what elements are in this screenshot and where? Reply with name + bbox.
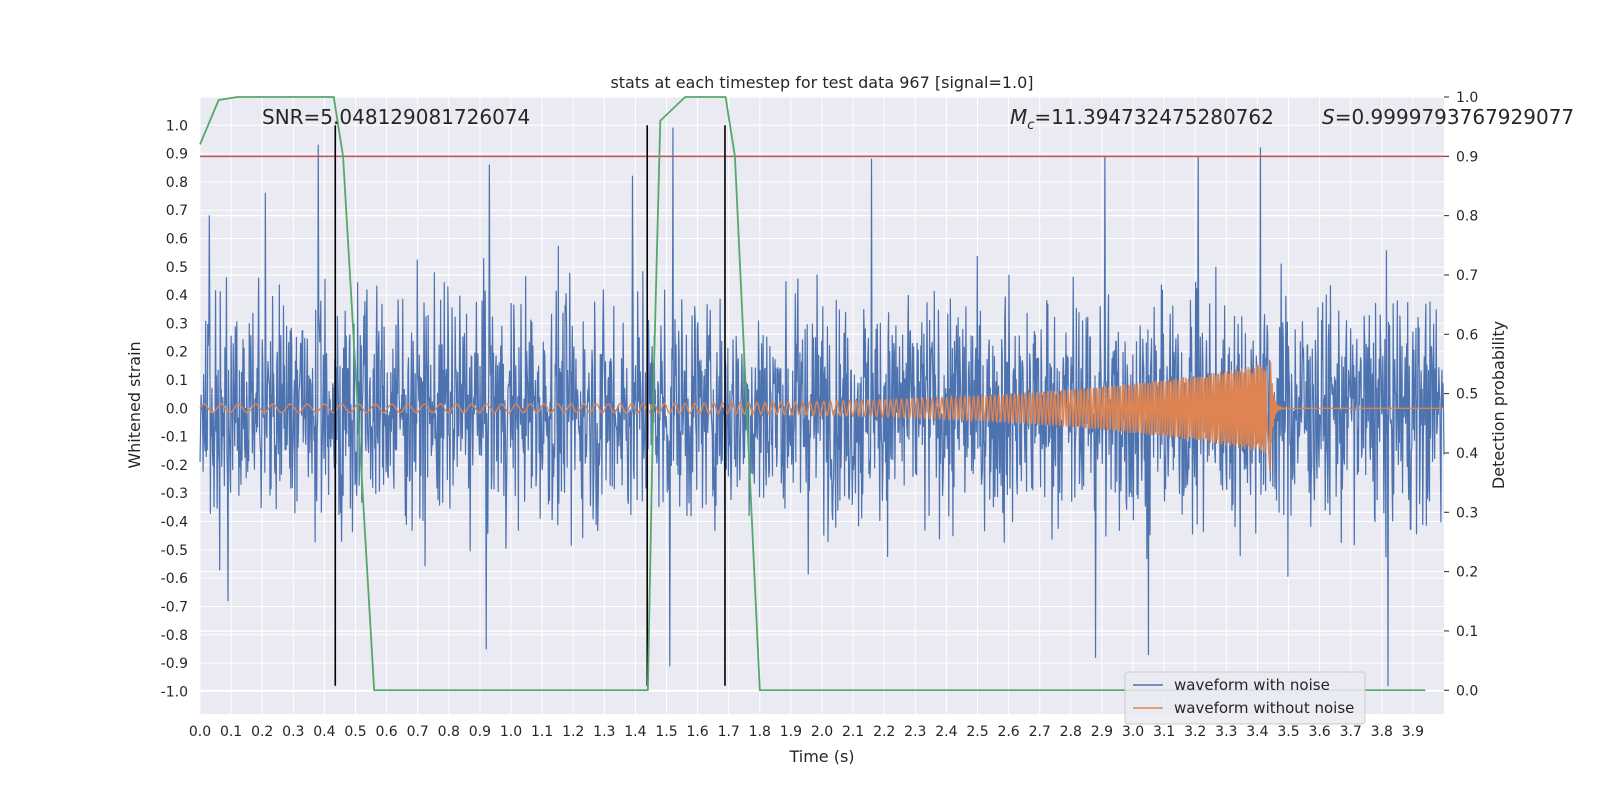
x-tick-label: 3.2 (1184, 724, 1206, 740)
y2-axis-label: Detection probability (1489, 321, 1508, 489)
x-tick-label: 0.1 (220, 724, 242, 740)
score-symbol: S (1322, 105, 1335, 129)
x-tick-label: 3.8 (1371, 724, 1393, 740)
legend: waveform with noise waveform without noi… (1124, 671, 1366, 725)
x-tick-label: 1.8 (749, 724, 771, 740)
x-tick-label: 1.0 (500, 724, 522, 740)
y2-tick-label: 0.6 (1456, 327, 1478, 343)
x-tick-label: 2.7 (1029, 724, 1051, 740)
x-tick-label: 2.5 (966, 724, 988, 740)
x-tick-label: 3.7 (1340, 724, 1362, 740)
y2-tick-label: 0.2 (1456, 565, 1478, 581)
legend-label-noise: waveform with noise (1174, 676, 1330, 694)
x-tick-label: 2.8 (1060, 724, 1082, 740)
legend-box (1124, 671, 1366, 725)
x-tick-label: 0.8 (438, 724, 460, 740)
x-axis-label: Time (s) (788, 747, 854, 766)
series-waveform-without-noise (199, 362, 1444, 471)
y-tick-label: -0.7 (161, 599, 188, 615)
y2-tick-label: 0.9 (1456, 149, 1478, 165)
y2-tick-label: 1.0 (1456, 90, 1478, 106)
y-tick-label: -0.3 (161, 486, 188, 502)
y2-tick-label: 0.4 (1456, 446, 1478, 462)
x-tick-label: 3.1 (1153, 724, 1175, 740)
y-tick-label: 1.0 (166, 118, 188, 134)
x-tick-label: 2.1 (842, 724, 864, 740)
y-tick-label: 0.0 (166, 401, 188, 417)
x-tick-label: 2.0 (811, 724, 833, 740)
y-tick-label: -0.2 (161, 458, 188, 474)
y-tick-label: -0.8 (161, 628, 188, 644)
data-layer (199, 96, 1445, 692)
chirp-mass-subscript: c (1027, 118, 1034, 133)
x-tick-label: 0.4 (313, 724, 335, 740)
x-tick-label: 1.2 (562, 724, 584, 740)
x-tick-label: 3.5 (1277, 724, 1299, 740)
x-tick-label: 0.5 (344, 724, 366, 740)
y-tick-label: 0.6 (166, 232, 188, 248)
y-tick-label: 0.1 (166, 373, 188, 389)
x-tick-label: 0.3 (282, 724, 304, 740)
snr-annotation: SNR=5.048129081726074 (262, 105, 530, 129)
x-tick-label: 0.6 (375, 724, 397, 740)
x-tick-label: 1.7 (718, 724, 740, 740)
x-tick-label: 3.4 (1246, 724, 1268, 740)
chirp-mass-symbol: M (1010, 105, 1027, 129)
y2-tick-label: 0.5 (1456, 387, 1478, 403)
y-tick-label: 0.8 (166, 175, 188, 191)
y2-tick-label: 0.3 (1456, 505, 1478, 521)
y-tick-label: 0.7 (166, 203, 188, 219)
y2-tick-label: 0.1 (1456, 624, 1478, 640)
chirp-mass-value: =11.394732475280762 (1034, 105, 1273, 129)
y-tick-label: -0.1 (161, 430, 188, 446)
y-tick-label: -0.6 (161, 571, 188, 587)
x-tick-label: 1.3 (593, 724, 615, 740)
y2-tick-label: 0.0 (1456, 683, 1478, 699)
y-tick-label: 0.3 (166, 316, 188, 332)
x-tick-label: 0.0 (189, 724, 211, 740)
x-tick-label: 3.0 (1122, 724, 1144, 740)
x-tick-label: 1.5 (655, 724, 677, 740)
x-tick-label: 1.4 (624, 724, 646, 740)
chirp-mass-annotation: Mc=11.394732475280762 (1010, 105, 1274, 133)
chart-title: stats at each timestep for test data 967… (610, 73, 1033, 92)
x-tick-label: 0.9 (469, 724, 491, 740)
x-tick-label: 3.6 (1308, 724, 1330, 740)
x-tick-label: 1.6 (686, 724, 708, 740)
y-tick-label: -0.9 (161, 656, 188, 672)
x-tick-label: 3.9 (1402, 724, 1424, 740)
axes: 0.0 0.1 0.2 0.3 0.4 0.5 0.6 0.7 0.8 0.9 1.0 1.1 1.2 1… (161, 90, 1479, 740)
y-axis-label: Whitened strain (125, 341, 144, 468)
x-tick-label: 0.2 (251, 724, 273, 740)
y2-tick-label: 0.7 (1456, 268, 1478, 284)
y-tick-label: 0.5 (166, 260, 188, 276)
x-tick-label: 3.3 (1215, 724, 1237, 740)
x-tick-label: 2.4 (935, 724, 957, 740)
y-tick-label: 0.9 (166, 147, 188, 163)
series-detection-probability (199, 96, 1426, 692)
x-tick-label: 2.2 (873, 724, 895, 740)
y-tick-label: -0.5 (161, 543, 188, 559)
legend-label-clean: waveform without noise (1174, 699, 1354, 717)
y2-tick-label: 0.8 (1456, 209, 1478, 225)
y-tick-label: 0.2 (166, 345, 188, 361)
y-tick-label: -0.4 (161, 515, 188, 531)
x-tick-label: 2.3 (904, 724, 926, 740)
x-tick-label: 1.1 (531, 724, 553, 740)
y-tick-label: 0.4 (166, 288, 188, 304)
score-value: =0.9999793767929077 (1335, 105, 1574, 129)
series-waveform-with-noise (199, 127, 1445, 687)
y-tick-label: -1.0 (161, 684, 188, 700)
x-tick-label: 2.6 (997, 724, 1019, 740)
x-tick-label: 2.9 (1091, 724, 1113, 740)
score-annotation: S=0.9999793767929077 (1322, 105, 1574, 129)
x-tick-label: 1.9 (780, 724, 802, 740)
x-tick-label: 0.7 (407, 724, 429, 740)
